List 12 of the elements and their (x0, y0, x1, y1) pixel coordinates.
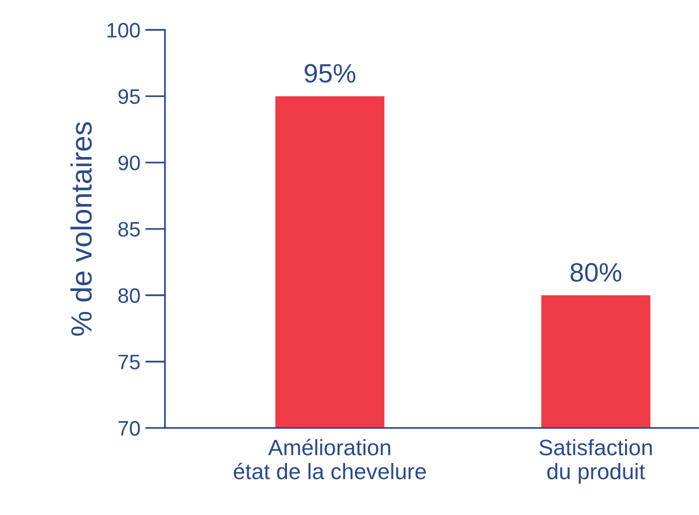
y-axis-title: % de volontaires (70, 122, 92, 336)
y-tick-label: 100 (107, 22, 140, 38)
x-tick-label: Amélioration état de la chevelure (234, 438, 426, 480)
data-label: 95% (304, 64, 356, 83)
y-tick-label: 85 (118, 222, 140, 237)
y-tick-label: 90 (118, 156, 140, 170)
y-tick-label: 70 (118, 420, 140, 436)
y-tick-label: 80 (118, 288, 140, 304)
x-tick-label: Satisfaction du produit (539, 439, 652, 484)
data-label: 80% (570, 263, 622, 282)
y-tick-label: 95 (118, 89, 140, 104)
y-tick-label: 75 (118, 354, 140, 370)
